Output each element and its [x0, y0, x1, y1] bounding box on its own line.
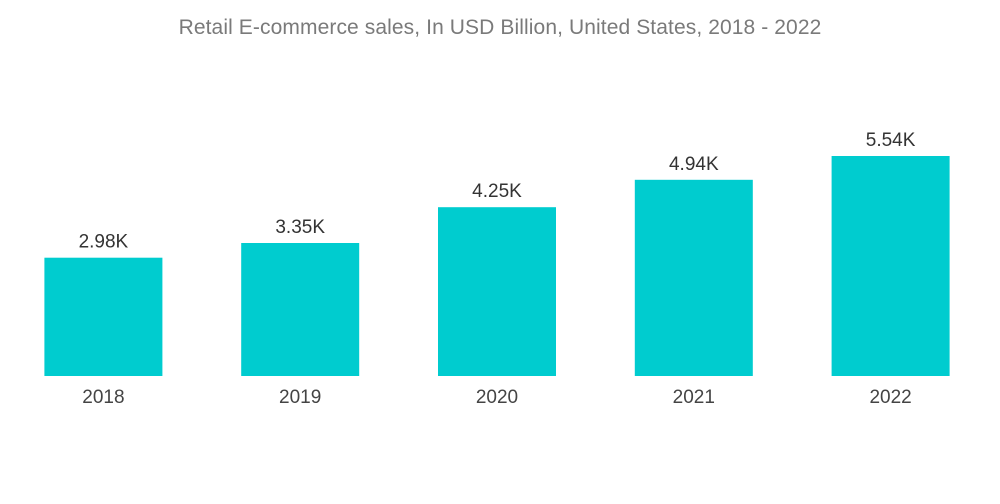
data-label-2022: 5.54K: [866, 130, 916, 151]
bar-2020: [438, 207, 556, 376]
bar-2021: [634, 179, 753, 376]
x-tick-label-2018: 2018: [82, 387, 124, 408]
x-tick-label-2021: 2021: [673, 387, 715, 408]
bar-2019: [241, 243, 360, 376]
x-tick-label-2020: 2020: [476, 387, 518, 408]
bar-2022: [831, 156, 950, 376]
data-label-2018: 2.98K: [79, 232, 129, 253]
data-label-2020: 4.25K: [472, 181, 522, 202]
x-tick-label-2022: 2022: [869, 387, 911, 408]
data-label-2021: 4.94K: [669, 154, 719, 175]
data-label-2019: 3.35K: [275, 217, 325, 238]
x-tick-label-2019: 2019: [279, 387, 321, 408]
bar-2018: [44, 257, 163, 376]
chart-title: Retail E-commerce sales, In USD Billion,…: [178, 16, 822, 39]
